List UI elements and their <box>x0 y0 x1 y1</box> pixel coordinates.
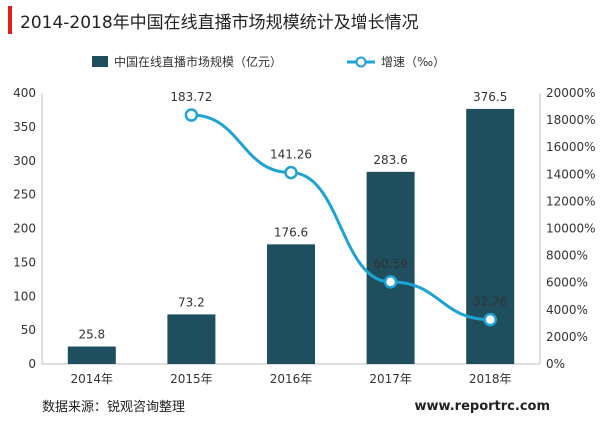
y-right-tick-label: 14000% <box>546 167 596 181</box>
source-note: 数据来源：锐观咨询整理 <box>42 400 185 415</box>
y-left-tick-label: 150 <box>13 255 36 269</box>
bar-value-label: 283.6 <box>373 153 407 167</box>
y-right-tick-label: 20000% <box>546 86 596 100</box>
bars <box>67 108 515 364</box>
y-right-tick-label: 4000% <box>546 303 588 317</box>
y-right-tick-label: 2000% <box>546 330 588 344</box>
title-accent-bar <box>8 6 12 34</box>
x-tick-label: 2014年 <box>71 372 114 386</box>
chart-title: 2014-2018年中国在线直播市场规模统计及增长情况 <box>20 13 419 33</box>
growth-value-label: 183.72 <box>170 90 212 104</box>
bar-value-label: 25.8 <box>78 328 105 342</box>
y-left-tick-label: 0 <box>28 357 36 371</box>
growth-point <box>483 312 497 327</box>
y-left-tick-label: 200 <box>13 222 36 236</box>
bar-value-label: 176.6 <box>274 225 308 239</box>
growth-value-label: 141.26 <box>270 148 312 162</box>
y-right-tick-label: 8000% <box>546 249 588 263</box>
y-left-tick-label: 400 <box>13 86 36 100</box>
growth-line-path <box>191 113 491 322</box>
y-right-tick-label: 10000% <box>546 222 596 236</box>
legend-bar-label: 中国在线直播市场规模（亿元） <box>114 54 282 69</box>
y-left-tick-label: 350 <box>13 120 36 134</box>
bar <box>67 346 116 364</box>
legend-bar-swatch <box>92 56 108 67</box>
bar-value-label: 376.5 <box>473 90 507 104</box>
axes: 0501001502002503003504000%2000%4000%6000… <box>13 86 595 386</box>
bar <box>267 244 315 364</box>
x-tick-label: 2016年 <box>270 372 313 386</box>
y-right-tick-label: 18000% <box>546 113 596 127</box>
legend-line-marker <box>355 56 367 68</box>
growth-point <box>383 275 398 289</box>
bar <box>366 171 415 364</box>
growth-point <box>184 108 199 122</box>
y-left-tick-label: 300 <box>13 154 36 168</box>
growth-line <box>184 108 497 327</box>
x-tick-label: 2018年 <box>469 372 512 386</box>
legend: 中国在线直播市场规模（亿元） 增速（‰） <box>92 54 445 69</box>
bar-value-label: 73.2 <box>178 295 205 309</box>
growth-value-label: 32.76 <box>473 295 507 309</box>
y-right-tick-label: 6000% <box>546 276 588 290</box>
bar <box>167 314 216 364</box>
legend-line-label: 增速（‰） <box>381 55 445 69</box>
y-left-tick-label: 250 <box>13 188 36 202</box>
growth-value-label: 60.59 <box>373 257 407 271</box>
watermark: www.reportrc.com <box>415 399 550 414</box>
growth-point <box>284 165 298 180</box>
data-labels: 25.8 73.2 176.6 283.6 376.5 183.72 141.26 60.59… <box>78 90 507 342</box>
x-tick-label: 2015年 <box>170 372 213 386</box>
y-right-tick-label: 0% <box>546 357 565 371</box>
y-right-tick-label: 16000% <box>546 140 596 154</box>
y-right-tick-label: 12000% <box>546 194 596 208</box>
x-tick-label: 2017年 <box>369 372 412 386</box>
y-left-tick-label: 50 <box>21 323 36 337</box>
y-left-tick-label: 100 <box>13 289 36 303</box>
